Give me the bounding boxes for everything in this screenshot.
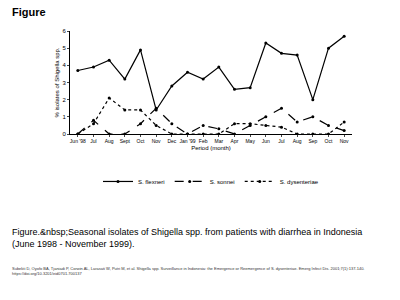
svg-text:Sep: Sep	[308, 138, 317, 144]
svg-text:S. flexneri: S. flexneri	[138, 179, 165, 185]
svg-text:2: 2	[62, 97, 66, 103]
svg-text:Aug: Aug	[293, 138, 302, 144]
svg-text:Oct: Oct	[137, 138, 145, 144]
svg-text:Nov: Nov	[152, 138, 161, 144]
svg-text:6: 6	[62, 28, 66, 34]
svg-text:Jun '98: Jun '98	[70, 138, 86, 144]
svg-text:Oct: Oct	[325, 138, 333, 144]
svg-text:4: 4	[62, 62, 66, 68]
svg-text:Jan '99: Jan '99	[180, 138, 196, 144]
svg-text:May: May	[245, 138, 255, 144]
svg-text:3: 3	[62, 80, 66, 86]
svg-text:S. sonnei: S. sonnei	[210, 179, 235, 185]
svg-text:Sept: Sept	[120, 138, 131, 144]
svg-text:Jun: Jun	[262, 138, 270, 144]
svg-text:Apr: Apr	[231, 138, 239, 144]
svg-text:Nov: Nov	[340, 138, 349, 144]
svg-text:% isolates of Shigella spp.: % isolates of Shigella spp.	[54, 47, 60, 117]
svg-text:Dec: Dec	[167, 138, 176, 144]
html-text:Figure: Figure	[12, 6, 46, 18]
svg-text:Feb: Feb	[199, 138, 208, 144]
svg-text:Period (month): Period (month)	[191, 145, 231, 151]
svg-text:1: 1	[62, 114, 66, 120]
svg-text:0: 0	[62, 131, 66, 137]
svg-text:Mar: Mar	[215, 138, 224, 144]
svg-text:Jul: Jul	[90, 138, 96, 144]
svg-text:S. dysenteriae: S. dysenteriae	[280, 179, 319, 185]
svg-text:Jul: Jul	[278, 138, 284, 144]
svg-text:5: 5	[62, 45, 66, 51]
html-text:Figure.&nbsp;Seasonal isolates: Figure.&nbsp;Seasonal isolates of Shigel…	[12, 227, 363, 249]
svg-text:Aug: Aug	[105, 138, 114, 144]
html-text:Subekti D, Oyofo BA, Tjaniadi: Subekti D, Oyofo BA, Tjaniadi P, Corwin …	[12, 266, 365, 276]
